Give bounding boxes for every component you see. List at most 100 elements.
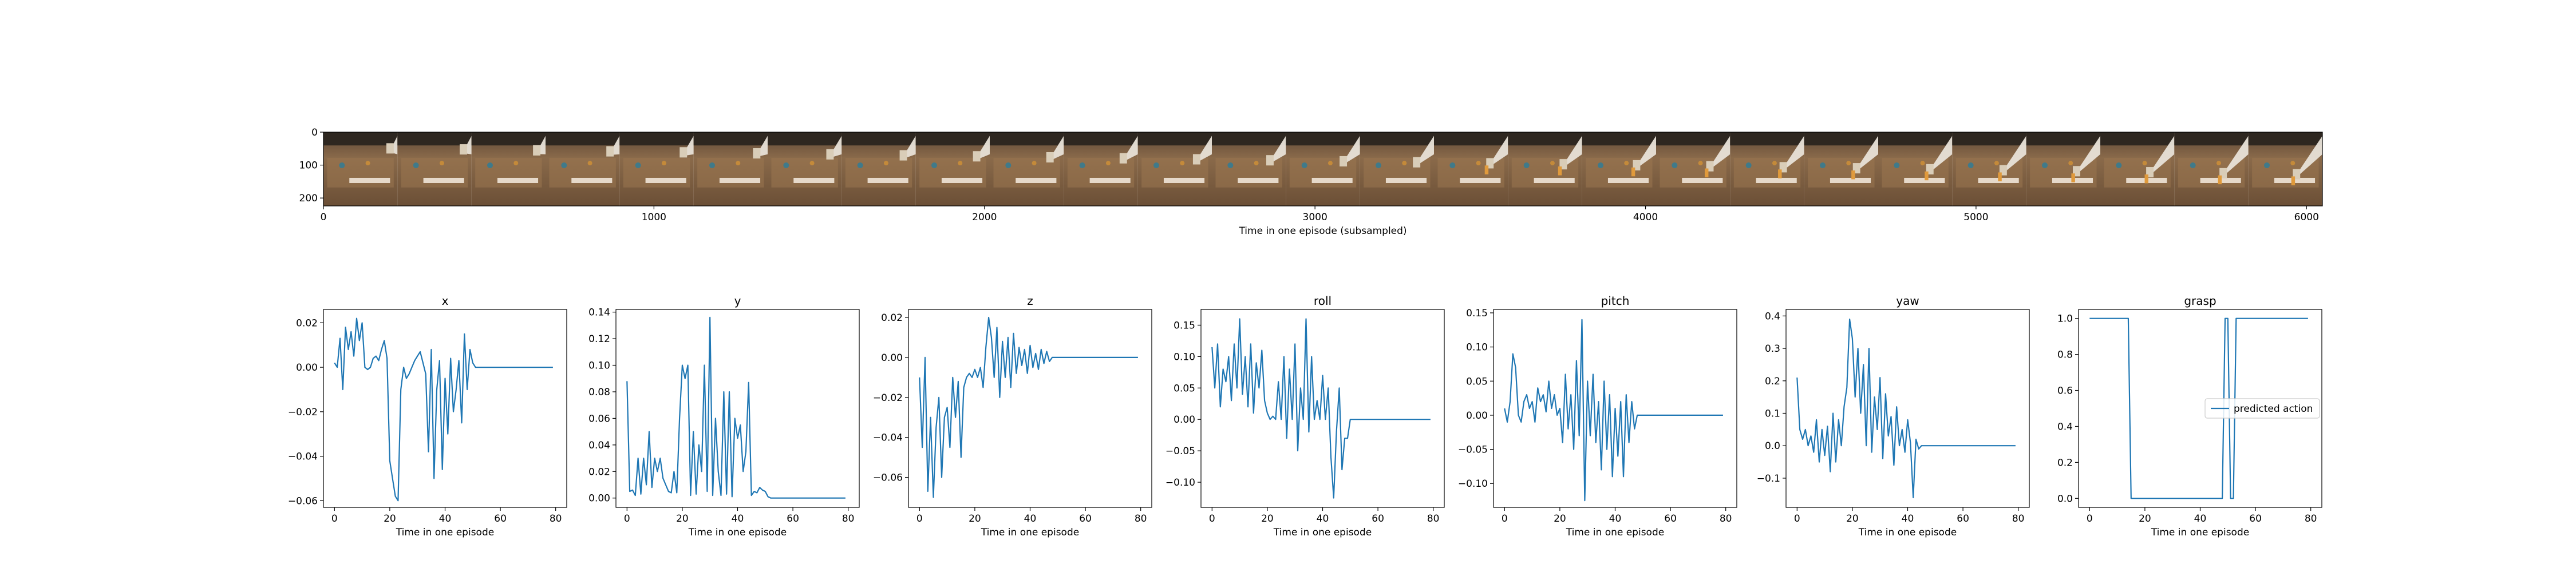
y-tick-label: −0.06	[288, 495, 318, 507]
y-tick-label: 0.0	[1765, 440, 1780, 452]
x-tick-label: 40	[1902, 513, 1914, 525]
y-tick-label: −0.10	[1458, 478, 1488, 490]
episode-frame	[619, 132, 694, 206]
plot-roll: 0 20 40 60 80 0.15 0.10 0.05 0.00 −0.05 −0.10 roll T…	[1165, 294, 1445, 538]
plot-x-label: Time in one episode	[981, 527, 1079, 538]
episode-frame	[2248, 132, 2322, 206]
episode-frame	[2174, 132, 2249, 206]
episode-frame	[1508, 132, 1582, 206]
y-tick-label: 0.6	[2057, 386, 2073, 397]
strip-y-ticks: 0 100 200	[299, 127, 323, 204]
x-tick-label: 20	[1261, 513, 1274, 525]
y-tick-label: −0.02	[873, 392, 903, 404]
legend-label: predicted action	[2234, 403, 2313, 415]
y-tick-label: 0.10	[588, 360, 610, 372]
strip-frames	[323, 132, 2322, 206]
x-tick-label: 60	[1372, 513, 1384, 525]
y-tick-label: 0.8	[2057, 349, 2073, 361]
plot-x: 0 20 40 60 80 0.02 0.00 −0.02 −0.04 −0.06 x Time in…	[288, 294, 567, 538]
strip-x-tick-label: 3000	[1303, 212, 1327, 223]
x-tick-label: 60	[787, 513, 799, 525]
x-tick-label: 0	[331, 513, 338, 525]
episode-frame	[1656, 132, 1730, 206]
x-tick-label: 80	[2305, 513, 2317, 525]
x-tick-label: 40	[439, 513, 452, 525]
episode-frame	[1212, 132, 1286, 206]
y-tick-label: 0.02	[881, 312, 903, 324]
x-tick-label: 20	[676, 513, 689, 525]
series-line	[1211, 318, 1431, 499]
strip-axes-frame	[323, 132, 2323, 206]
strip-x-tick-label: 2000	[972, 212, 997, 223]
strip-x-ticks: 0 1000 2000 3000 4000 5000 6000	[321, 206, 2319, 223]
y-tick-label: 0.4	[2057, 421, 2073, 432]
x-tick-label: 40	[2194, 513, 2207, 525]
strip-x-tick-label: 1000	[642, 212, 666, 223]
episode-frame-strip: 0 1000 2000 3000 4000 5000 6000 0 100 200 Time i…	[299, 127, 2323, 237]
x-tick-label: 0	[916, 513, 923, 525]
plot-grasp: 0 20 40 60 80 1.0 0.8 0.6 0.4 0.2 0.0 grasp Time in …	[2057, 294, 2322, 538]
x-tick-label: 20	[2139, 513, 2151, 525]
x-tick-label: 0	[1209, 513, 1215, 525]
plot-title: roll	[1314, 294, 1332, 308]
plot-title: z	[1027, 294, 1033, 308]
y-tick-label: −0.1	[1757, 473, 1780, 484]
episode-frame	[915, 132, 990, 206]
episode-frame	[768, 132, 842, 206]
plot-pitch: 0 20 40 60 80 0.15 0.10 0.05 0.00 −0.05 −0.10 pitch…	[1458, 294, 1737, 538]
y-tick-label: 0.3	[1765, 343, 1780, 355]
y-tick-label: 0.04	[588, 440, 610, 451]
y-tick-label: 0.05	[1466, 376, 1488, 387]
plot-title: y	[734, 294, 741, 308]
y-tick-label: −0.10	[1165, 477, 1195, 488]
plot-title: pitch	[1601, 294, 1630, 308]
x-tick-label: 20	[1846, 513, 1859, 525]
x-tick-label: 20	[1554, 513, 1566, 525]
x-tick-label: 80	[2012, 513, 2025, 525]
x-tick-label: 40	[1609, 513, 1622, 525]
plot-x-label: Time in one episode	[1273, 527, 1372, 538]
y-tick-label: 0.1	[1765, 408, 1780, 420]
strip-y-tick-label: 100	[299, 160, 318, 172]
x-tick-label: 0	[2087, 513, 2093, 525]
y-tick-label: −0.06	[873, 472, 903, 484]
plot-frame	[1200, 309, 1445, 508]
y-tick-label: 0.06	[588, 413, 610, 424]
legend: predicted action	[2204, 398, 2320, 419]
plot-title: yaw	[1896, 294, 1919, 308]
plot-title: x	[442, 294, 449, 308]
episode-frame	[397, 132, 472, 206]
x-tick-label: 80	[550, 513, 562, 525]
episode-frame	[323, 132, 398, 206]
x-tick-label: 20	[384, 513, 396, 525]
episode-frame	[1878, 132, 1953, 206]
series-line	[2089, 317, 2308, 499]
x-tick-label: 0	[624, 513, 630, 525]
y-tick-label: 0.02	[296, 317, 318, 329]
y-tick-label: 0.00	[296, 362, 318, 374]
episode-frame	[841, 132, 916, 206]
plot-yaw: 0 20 40 60 80 0.4 0.3 0.2 0.1 0.0 −0.1 yaw Time in o…	[1757, 294, 2030, 538]
x-tick-label: 80	[1427, 513, 1440, 525]
x-tick-label: 60	[1079, 513, 1092, 525]
series-line	[1796, 318, 2016, 499]
x-tick-label: 0	[1502, 513, 1508, 525]
episode-frame	[1137, 132, 1212, 206]
y-tick-label: 0.00	[881, 352, 903, 364]
y-tick-label: −0.05	[1458, 444, 1488, 456]
x-tick-label: 80	[1720, 513, 1732, 525]
y-tick-label: 0.05	[1174, 383, 1195, 394]
plot-x-label: Time in one episode	[396, 527, 494, 538]
y-tick-label: 0.2	[2057, 457, 2073, 468]
y-tick-label: 0.00	[588, 493, 610, 505]
plot-z: 0 20 40 60 80 0.02 0.00 −0.02 −0.04 −0.06 z Time in…	[873, 294, 1152, 538]
y-tick-label: −0.02	[288, 407, 318, 418]
y-tick-label: 0.15	[1466, 308, 1488, 319]
y-tick-label: 1.0	[2057, 313, 2073, 325]
episode-frame	[1804, 132, 1878, 206]
plot-x-label: Time in one episode	[688, 527, 787, 538]
episode-frame	[1730, 132, 1804, 206]
x-tick-label: 60	[494, 513, 507, 525]
strip-x-tick-label: 4000	[1633, 212, 1658, 223]
